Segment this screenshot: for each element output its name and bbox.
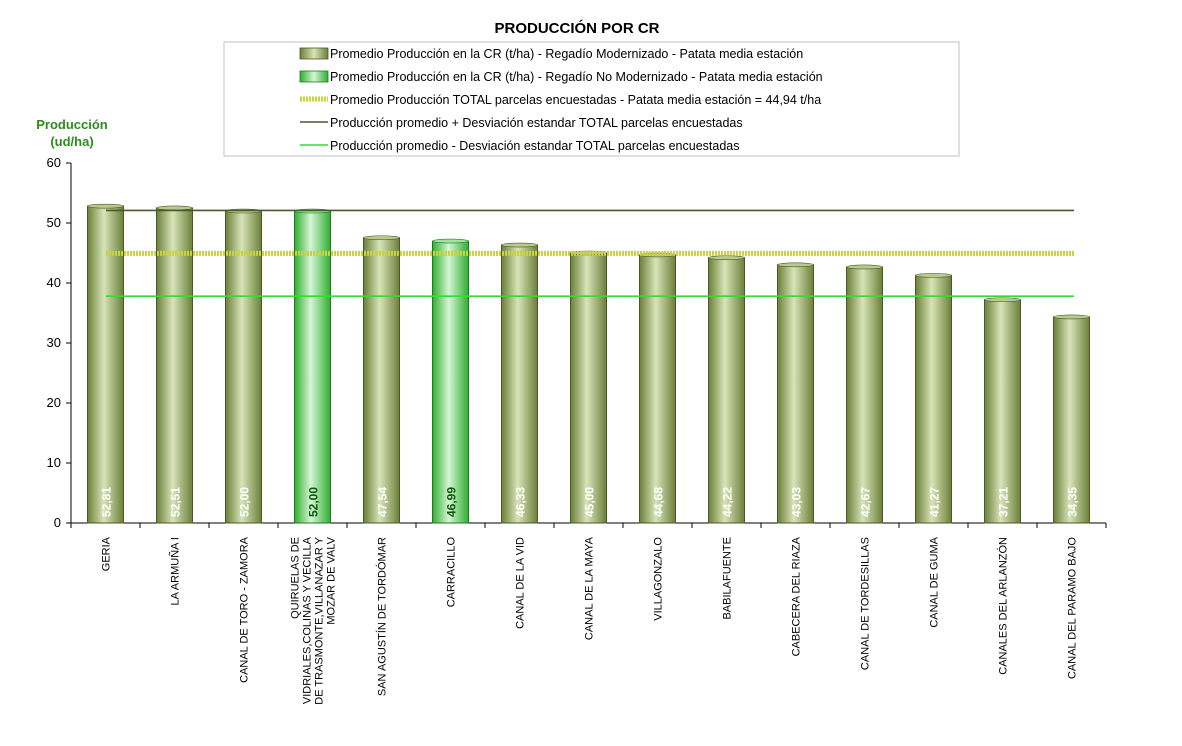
bar (708, 257, 745, 524)
data-label: 44,22 (721, 487, 735, 517)
x-tick-label: CANAL DE GUMA (929, 536, 941, 627)
bars (87, 203, 1090, 524)
bar (294, 210, 331, 524)
chart-title: PRODUCCIÓN POR CR (494, 19, 659, 37)
legend-swatch-modernizado (299, 47, 329, 60)
x-tick-label: VILLAGONZALO (653, 537, 665, 621)
legend: Promedio Producción en la CR (t/ha) - Re… (223, 41, 960, 157)
legend-swatch-no-modernizado (299, 70, 329, 83)
y-tick-label: 50 (47, 215, 61, 230)
bar (570, 252, 607, 524)
data-label: 52,81 (100, 487, 114, 517)
bar-top (777, 262, 814, 268)
x-tick-label: CANAL DE LA VID (515, 537, 527, 629)
data-label: 34,35 (1066, 487, 1080, 517)
data-label: 42,67 (859, 487, 873, 517)
data-label: 52,00 (307, 487, 321, 517)
y-tick-label: 10 (47, 455, 61, 470)
bar (846, 266, 883, 524)
y-tick-label: 40 (47, 275, 61, 290)
x-tick-label: CABECERA DEL RIAZA (791, 536, 803, 656)
data-label: 52,51 (169, 487, 183, 517)
legend-frame (223, 41, 960, 157)
x-tick-label: DE TRASMONTE,VILLANAZAR Y (314, 536, 326, 704)
bar-top (639, 252, 676, 258)
data-label: 43,03 (790, 487, 804, 517)
reference-lines (106, 209, 1074, 298)
data-label: 45,00 (583, 487, 597, 517)
x-tick-label: MOZAR DE VALV (326, 536, 338, 624)
x-tick-label: QUIRUELAS DE (290, 537, 302, 619)
legend-label-no-modernizado: Promedio Producción en la CR (t/ha) - Re… (330, 70, 823, 84)
bar (432, 240, 469, 524)
data-label: 41,27 (928, 487, 942, 517)
data-label: 47,54 (376, 487, 390, 517)
data-label: 46,33 (514, 487, 528, 517)
legend-label-minus-std: Producción promedio - Desviación estanda… (330, 139, 739, 153)
bar (225, 210, 262, 524)
bar (915, 274, 952, 524)
legend-label-plus-std: Producción promedio + Desviación estanda… (330, 116, 743, 130)
x-tick-label: GERIA (101, 536, 113, 571)
x-tick-label: LA ARMUÑA I (169, 537, 182, 605)
y-tick-label: 0 (54, 515, 61, 530)
bar-top (432, 238, 469, 244)
data-label: 46,99 (445, 487, 459, 517)
y-tick-label: 30 (47, 335, 61, 350)
bar-top (984, 297, 1021, 303)
data-label: 44,68 (652, 487, 666, 517)
x-tick-label: CARRACILLO (446, 537, 458, 608)
legend-label-modernizado: Promedio Producción en la CR (t/ha) - Re… (330, 47, 803, 61)
bar-top (570, 250, 607, 256)
x-tick-label: CANAL DE LA MAYA (584, 536, 596, 640)
y-tick-label: 60 (47, 155, 61, 170)
y-ticks: 0 10 20 30 40 50 60 (47, 155, 1107, 530)
x-tick-label: CANALES DEL ARLANZÓN (997, 537, 1010, 675)
bar-top (708, 255, 745, 260)
legend-label-promedio-total: Promedio Producción TOTAL parcelas encue… (330, 93, 821, 107)
data-label: 52,00 (238, 487, 252, 517)
bar-top (87, 203, 124, 209)
bar (777, 264, 814, 524)
x-tick-label: CANAL DE TORDESILLAS (860, 537, 872, 670)
bar (639, 254, 676, 524)
y-tick-label: 20 (47, 395, 61, 410)
x-tick-label: SAN AGUSTÍN DE TORDÓMAR (376, 537, 389, 696)
x-tick-label: CANAL DEL PARAMO BAJO (1067, 537, 1079, 679)
x-tick-label: BABILAFUENTE (722, 537, 734, 620)
x-tick-labels: GERIA LA ARMUÑA I CANAL DE TORO - ZAMORA QU… (101, 536, 1079, 704)
bar (984, 299, 1021, 524)
x-tick-label: VIDRIALES,COLINAS Y VECILLA (302, 536, 314, 704)
y-axis-label-line2: (ud/ha) (50, 134, 93, 149)
bar-top (156, 205, 193, 211)
bar (87, 205, 124, 524)
bar-top (846, 264, 883, 270)
bar-top (501, 242, 538, 248)
bar-top (915, 273, 952, 278)
x-tick-label: CANAL DE TORO - ZAMORA (239, 536, 251, 683)
data-labels: 52,81 52,51 52,00 47,54 46,33 45,00 44,68 44,22… (100, 487, 1080, 517)
bar (363, 237, 400, 524)
bar-top (1053, 314, 1090, 320)
data-label: 37,21 (997, 487, 1011, 517)
bar (501, 244, 538, 524)
y-axis-label-line1: Producción (36, 117, 108, 132)
bar-top (363, 235, 400, 241)
